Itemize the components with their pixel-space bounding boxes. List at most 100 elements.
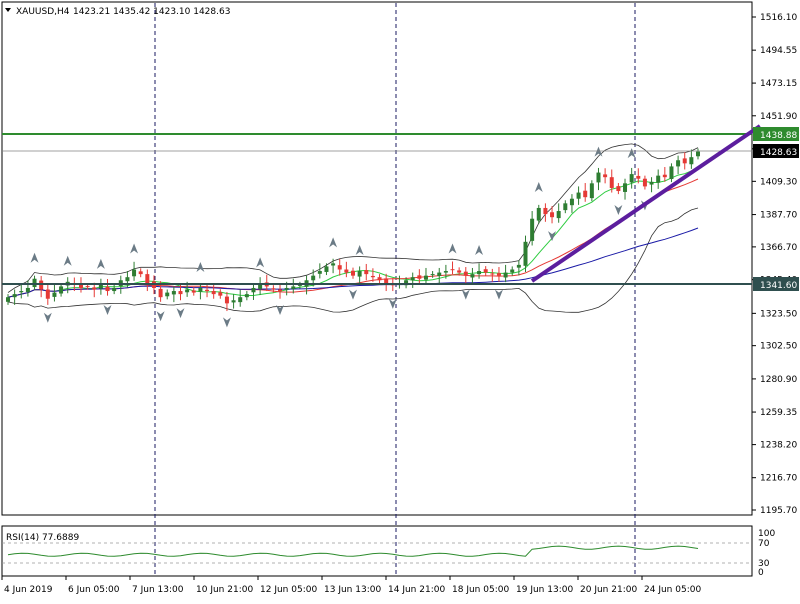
fractal-up-arrow [130, 243, 139, 254]
candle-body [145, 274, 150, 284]
candle-body [224, 296, 229, 304]
support-tag [753, 277, 799, 291]
rsi-pane[interactable] [1, 525, 753, 577]
candle-body [32, 278, 37, 288]
candle-body [596, 172, 601, 183]
candle-body [417, 275, 422, 279]
price-axis: 1516.101494.551473.151451.901430.451409.… [752, 13, 797, 516]
fractal-up-arrow [355, 245, 364, 256]
candle-body [198, 287, 203, 292]
rsi-axis-label: 0 [758, 568, 764, 578]
fractal-up-arrow [256, 257, 265, 268]
bollinger-bands [7, 143, 699, 313]
candle-body [457, 270, 462, 273]
fractal-up-arrow [30, 252, 39, 263]
time-axis-label: 13 Jun 13:00 [324, 585, 381, 595]
candle-body [516, 264, 521, 268]
fractal-down-arrow [103, 305, 112, 316]
candle-body [609, 177, 614, 188]
time-axis-label: 4 Jun 2019 [4, 585, 53, 595]
candle-body [583, 190, 588, 198]
price-axis-label: 1195.70 [760, 506, 797, 516]
candle-body [211, 291, 216, 295]
candle-body [510, 269, 515, 273]
candle-body [669, 166, 674, 180]
candle-body [291, 286, 296, 289]
candle-body [251, 287, 256, 293]
price-axis-label: 1280.90 [760, 375, 797, 385]
fractal-up-arrow [448, 243, 457, 254]
fractal-up-arrow [63, 255, 72, 266]
main-pane[interactable] [1, 1, 753, 516]
ma-slow [7, 227, 699, 298]
time-axis-label: 6 Jun 05:00 [68, 585, 120, 595]
candle-body [470, 274, 475, 278]
time-axis-label: 12 Jun 05:00 [260, 585, 317, 595]
candle-body [423, 275, 428, 280]
candle-body [563, 203, 568, 211]
candle-body [311, 275, 316, 281]
candle-body [238, 297, 243, 303]
candle-body [132, 269, 137, 277]
price-axis-label: 1238.20 [760, 441, 797, 451]
triangle-down-icon[interactable] [5, 8, 11, 12]
candle-body [623, 183, 628, 192]
candle-body [364, 270, 369, 275]
candle-body [496, 273, 501, 276]
candlesticks [6, 148, 700, 312]
candle-body [377, 277, 382, 281]
price-axis-label: 1473.15 [760, 79, 797, 89]
candle-body [490, 273, 495, 275]
price-axis-label: 1387.70 [760, 211, 797, 221]
lower-band [7, 207, 699, 313]
fractal-up-arrow [329, 237, 338, 248]
candle-body [463, 271, 468, 276]
resistance-tag-text: 1438.88 [760, 131, 797, 141]
candle-body [25, 287, 30, 292]
fractal-up-arrow [627, 148, 636, 159]
time-axis-label: 14 Jun 21:00 [388, 585, 445, 595]
candle-body [543, 207, 548, 215]
candle-body [171, 291, 176, 295]
candle-body [112, 287, 117, 292]
fractal-down-arrow [222, 317, 231, 328]
candle-body [317, 271, 322, 274]
price-axis-label: 1216.70 [760, 474, 797, 484]
fractal-up-arrow [196, 261, 205, 272]
rsi-axis-label: 30 [758, 559, 770, 569]
current-price-tag-text: 1428.63 [760, 148, 797, 158]
candle-body [603, 174, 608, 178]
fractal-up-arrow [534, 181, 543, 192]
candle-body [656, 175, 661, 183]
candle-body [404, 280, 409, 286]
candle-body [676, 160, 681, 167]
price-axis-label: 1409.30 [760, 177, 797, 187]
candle-body [569, 198, 574, 206]
candle-body [85, 286, 90, 288]
candle-body [370, 275, 375, 278]
price-axis-label: 1516.10 [760, 13, 797, 23]
fractal-down-arrow [349, 289, 357, 300]
candle-body [19, 291, 24, 293]
candle-body [12, 294, 17, 298]
candle-body [649, 181, 654, 185]
candle-body [629, 174, 634, 183]
candle-body [357, 271, 362, 277]
price-axis-label: 1302.50 [760, 342, 797, 352]
price-axis-label: 1366.70 [760, 243, 797, 253]
candle-body [443, 271, 448, 273]
candle-body [231, 300, 236, 303]
candle-body [284, 287, 289, 290]
fractal-up-arrow [96, 258, 105, 269]
trendline[interactable] [530, 124, 762, 283]
candle-body [576, 192, 581, 199]
fractal-down-arrow [494, 289, 503, 300]
candle-body [258, 283, 263, 289]
ohlc-values: 1423.21 1435.42 1423.10 1428.63 [73, 7, 230, 17]
fractal-down-arrow [43, 312, 52, 323]
rsi-axis-label: 100 [758, 529, 775, 539]
candle-body [331, 263, 336, 266]
